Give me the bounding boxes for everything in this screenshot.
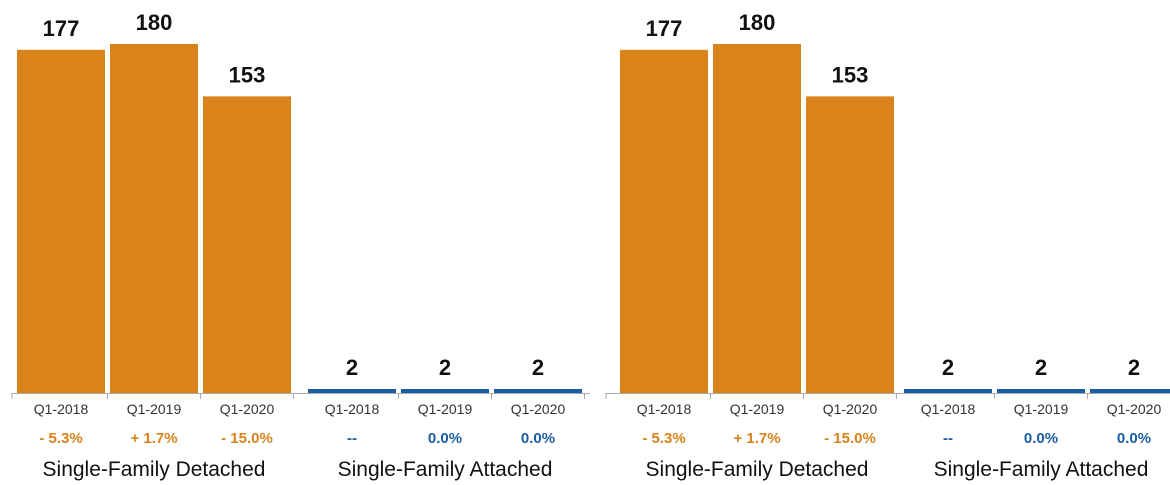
bar-detached-3 (203, 96, 291, 393)
bar-attached-3 (494, 389, 582, 393)
data-label: 153 (832, 62, 869, 87)
bar-detached-3 (806, 96, 894, 393)
data-label: 2 (1128, 355, 1140, 380)
change-label: -- (943, 430, 953, 447)
group-label: Single-Family Attached (934, 458, 1149, 481)
bar-detached-2 (713, 44, 801, 393)
change-label: - 5.3% (642, 430, 685, 447)
change-label: 0.0% (428, 430, 462, 447)
group-label: Single-Family Detached (646, 458, 869, 481)
change-label: - 15.0% (824, 430, 876, 447)
change-label: - 5.3% (39, 430, 82, 447)
tick-label: Q1-2020 (1107, 401, 1162, 417)
tick-label: Q1-2018 (34, 401, 89, 417)
bar-detached-2 (110, 44, 198, 393)
bar-detached-1 (17, 49, 105, 394)
tick-label: Q1-2018 (325, 401, 380, 417)
bar-attached-1 (904, 389, 992, 393)
change-label: - 15.0% (221, 430, 273, 447)
bar-detached-1 (620, 49, 708, 394)
data-label: 2 (439, 355, 451, 380)
data-label: 177 (646, 16, 683, 41)
change-label: 0.0% (521, 430, 555, 447)
chart-panel-2: 177 Q1-2018 - 5.3% 180 Q1-2019 + 1.7% 153 Q1-20… (605, 10, 1170, 481)
tick-label: Q1-2019 (127, 401, 182, 417)
data-label: 2 (942, 355, 954, 380)
data-label: 180 (136, 10, 173, 35)
change-label: + 1.7% (733, 430, 780, 447)
tick-label: Q1-2020 (511, 401, 566, 417)
change-label: + 1.7% (130, 430, 177, 447)
tick-label: Q1-2019 (1014, 401, 1069, 417)
tick-label: Q1-2019 (418, 401, 473, 417)
change-label: -- (347, 430, 357, 447)
tick-label: Q1-2018 (637, 401, 692, 417)
group-label: Single-Family Detached (43, 458, 266, 481)
group-label: Single-Family Attached (338, 458, 553, 481)
tick-label: Q1-2020 (823, 401, 878, 417)
bar-attached-2 (401, 389, 489, 393)
data-label: 2 (532, 355, 544, 380)
data-label: 177 (43, 16, 80, 41)
data-label: 2 (1035, 355, 1047, 380)
change-label: 0.0% (1117, 430, 1151, 447)
data-label: 180 (739, 10, 776, 35)
data-label: 153 (229, 62, 266, 87)
tick-label: Q1-2020 (220, 401, 275, 417)
data-label: 2 (346, 355, 358, 380)
chart-panel-1: 177 Q1-2018 - 5.3% 180 Q1-2019 + 1.7% 153 Q1-20… (11, 10, 590, 481)
change-label: 0.0% (1024, 430, 1058, 447)
bar-attached-1 (308, 389, 396, 393)
bar-attached-2 (997, 389, 1085, 393)
tick-label: Q1-2018 (921, 401, 976, 417)
bar-attached-3 (1090, 389, 1170, 393)
tick-label: Q1-2019 (730, 401, 785, 417)
